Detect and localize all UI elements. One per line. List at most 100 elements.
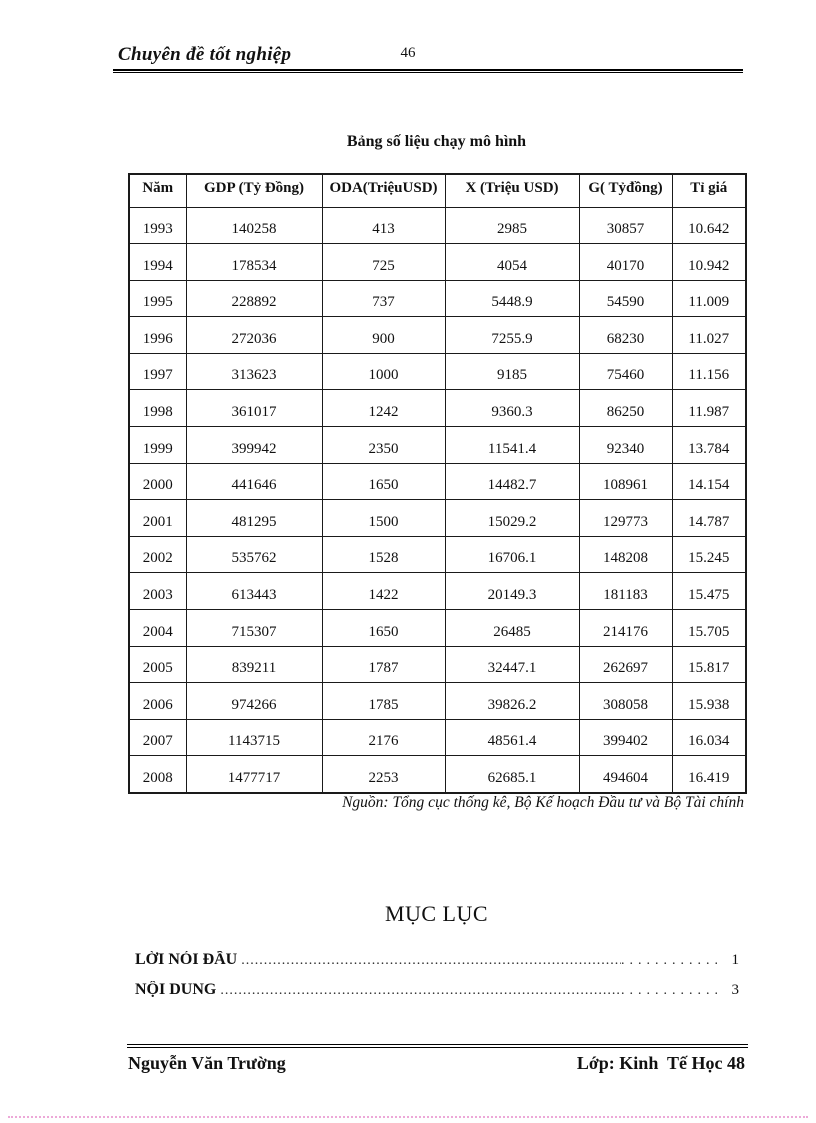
toc-list: LỜI NÓI ĐẦU.............................… bbox=[135, 951, 739, 1011]
table-cell: 129773 bbox=[578, 499, 673, 537]
table-cell: 11.156 bbox=[671, 352, 747, 391]
toc-entry[interactable]: NỘI DUNG................................… bbox=[135, 981, 739, 1011]
table-cell: 2005 bbox=[128, 645, 187, 684]
table-row: 2001 481295 1500 15029.2 129773 14.787 bbox=[128, 499, 747, 537]
model-data-table: Năm GDP (Tỷ Đồng) ODA(TriệuUSD) X (Triệu US… bbox=[128, 173, 747, 794]
table-cell: 214176 bbox=[578, 609, 673, 647]
table-cell: 2007 bbox=[128, 718, 187, 757]
table-cell: 16.034 bbox=[671, 718, 747, 757]
table-cell: 178534 bbox=[185, 243, 323, 281]
column-header: GDP (Tỷ Đồng) bbox=[185, 173, 323, 208]
table-cell: 9185 bbox=[444, 352, 580, 391]
table-cell: 32447.1 bbox=[444, 645, 580, 684]
table-cell: 1242 bbox=[321, 389, 446, 428]
table-cell: 11541.4 bbox=[444, 426, 580, 464]
header-rule bbox=[113, 69, 743, 73]
table-row: 2006 974266 1785 39826.2 308058 15.938 bbox=[128, 682, 747, 720]
table-cell: 4054 bbox=[444, 243, 580, 281]
table-cell: 272036 bbox=[185, 316, 323, 354]
running-header: Chuyên đề tốt nghiệp 46 bbox=[0, 42, 816, 72]
table-cell: 1994 bbox=[128, 243, 187, 281]
source-note: Nguồn: Tổng cục thống kê, Bộ Kế hoạch Đầ… bbox=[342, 794, 744, 811]
table-cell: 86250 bbox=[578, 389, 673, 428]
toc-heading: MỤC LỤC bbox=[384, 901, 489, 926]
table-cell: 2350 bbox=[321, 426, 446, 464]
table-cell: 75460 bbox=[578, 352, 673, 391]
table-cell: 14.787 bbox=[671, 499, 747, 537]
table-cell: 181183 bbox=[578, 572, 673, 611]
table-cell: 62685.1 bbox=[444, 755, 580, 793]
toc-entry[interactable]: LỜI NÓI ĐẦU.............................… bbox=[135, 951, 739, 981]
column-header: Tỉ giá bbox=[671, 173, 747, 208]
column-header: ODA(TriệuUSD) bbox=[321, 173, 446, 208]
table-cell: 92340 bbox=[578, 426, 673, 464]
table-header-row-tr: Năm GDP (Tỷ Đồng) ODA(TriệuUSD) X (Triệu US… bbox=[128, 173, 747, 208]
table-cell: 13.784 bbox=[671, 426, 747, 464]
table-cell: 1997 bbox=[128, 352, 187, 391]
table-cell: 1528 bbox=[321, 535, 446, 574]
table-cell: 10.642 bbox=[671, 206, 747, 245]
footer-author: Nguyễn Văn Trường bbox=[128, 1053, 286, 1073]
table-cell: 1650 bbox=[321, 609, 446, 647]
table-cell: 494604 bbox=[578, 755, 673, 793]
table-cell: 1787 bbox=[321, 645, 446, 684]
table-row: 2003 613443 1422 20149.3 181183 15.475 bbox=[128, 572, 747, 611]
table-cell: 2003 bbox=[128, 572, 187, 611]
toc-dot-leader: ........................................… bbox=[241, 953, 621, 968]
table-cell: 2006 bbox=[128, 682, 187, 720]
table-row: 2007 1143715 2176 48561.4 399402 16.034 bbox=[128, 718, 747, 757]
page-number: 46 bbox=[400, 45, 416, 61]
table-cell: 2985 bbox=[444, 206, 580, 245]
table-cell: 313623 bbox=[185, 352, 323, 391]
table-cell: 40170 bbox=[578, 243, 673, 281]
footer-class: Lớp: Kinh Tế Học 48 bbox=[576, 1053, 745, 1073]
table-cell: 613443 bbox=[185, 572, 323, 611]
table-cell: 15029.2 bbox=[444, 499, 580, 537]
table-cell: 14482.7 bbox=[444, 462, 580, 501]
table-body: 1993 140258 413 2985 30857 10.642 1994 178534 72… bbox=[128, 206, 747, 793]
table-row: 2002 535762 1528 16706.1 148208 15.245 bbox=[128, 535, 747, 574]
table-cell: 15.938 bbox=[671, 682, 747, 720]
page-boundary-dots bbox=[8, 1116, 808, 1119]
document-title: Chuyên đề tốt nghiệp bbox=[118, 44, 292, 65]
table-cell: 228892 bbox=[185, 279, 323, 318]
table-cell: 481295 bbox=[185, 499, 323, 537]
column-header: X (Triệu USD) bbox=[444, 173, 580, 208]
table-cell: 361017 bbox=[185, 389, 323, 428]
table-cell: 1500 bbox=[321, 499, 446, 537]
table-cell: 10.942 bbox=[671, 243, 747, 281]
page-footer: Nguyễn Văn Trường Lớp: Kinh Tế Học 48 bbox=[128, 1053, 745, 1074]
table-row: 1999 399942 2350 11541.4 92340 13.784 bbox=[128, 426, 747, 464]
table-cell: 1650 bbox=[321, 462, 446, 501]
table-cell: 54590 bbox=[578, 279, 673, 318]
table-cell: 7255.9 bbox=[444, 316, 580, 354]
table-cell: 15.245 bbox=[671, 535, 747, 574]
table-cell: 5448.9 bbox=[444, 279, 580, 318]
table-cell: 1993 bbox=[128, 206, 187, 245]
toc-entry-label: NỘI DUNG bbox=[135, 981, 217, 998]
table-cell: 39826.2 bbox=[444, 682, 580, 720]
table-row: 1995 228892 737 5448.9 54590 11.009 bbox=[128, 279, 747, 318]
table-cell: 308058 bbox=[578, 682, 673, 720]
table-cell: 900 bbox=[321, 316, 446, 354]
table-cell: 2000 bbox=[128, 462, 187, 501]
table-cell: 15.705 bbox=[671, 609, 747, 647]
toc-dot-leader-sparse: .................... bbox=[621, 953, 717, 968]
table-cell: 1998 bbox=[128, 389, 187, 428]
table-cell: 140258 bbox=[185, 206, 323, 245]
table-row: 1994 178534 725 4054 40170 10.942 bbox=[128, 243, 747, 281]
table-cell: 1785 bbox=[321, 682, 446, 720]
table-cell: 11.987 bbox=[671, 389, 747, 428]
table-row: 1998 361017 1242 9360.3 86250 11.987 bbox=[128, 389, 747, 428]
table-cell: 2002 bbox=[128, 535, 187, 574]
table-cell: 14.154 bbox=[671, 462, 747, 501]
table-cell: 48561.4 bbox=[444, 718, 580, 757]
table-cell: 1422 bbox=[321, 572, 446, 611]
table-cell: 30857 bbox=[578, 206, 673, 245]
toc-dot-leader: ........................................… bbox=[220, 983, 621, 998]
table-cell: 839211 bbox=[185, 645, 323, 684]
table-cell: 1000 bbox=[321, 352, 446, 391]
table-cell: 413 bbox=[321, 206, 446, 245]
table-cell: 2176 bbox=[321, 718, 446, 757]
table-cell: 441646 bbox=[185, 462, 323, 501]
